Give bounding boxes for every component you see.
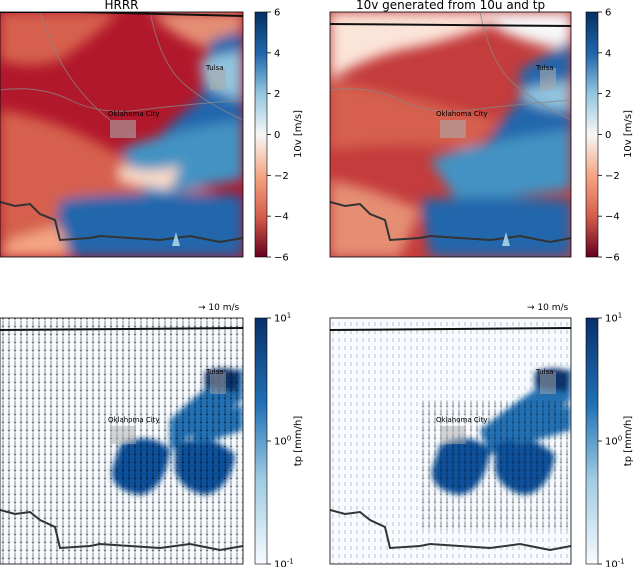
colorbar-tick-label: −4: [605, 212, 620, 223]
label-oklahoma-city: Oklahoma City: [436, 416, 488, 424]
colorbar-10v: 6 4 2 0 −2 −4 −6 10v [m/s]: [254, 8, 304, 264]
colorbar-tick-label: 6: [274, 8, 280, 19]
colorbar-tick-label: 2: [605, 89, 611, 100]
colorbar-tick-label: 100: [605, 435, 622, 448]
panel-generated-tp-wind: Oklahoma City Tulsa → 10 m/s 101 100 10-1 …: [329, 303, 634, 567]
quiver-key: → 10 m/s: [527, 303, 569, 313]
colorbar-tick-label: −2: [274, 171, 289, 182]
colorbar-label: tp [mm/h]: [293, 416, 304, 467]
colorbar-tick-label: 4: [274, 48, 280, 59]
colorbar-tick-label: −4: [274, 212, 289, 223]
heatmap-field: Oklahoma City Tulsa: [0, 12, 243, 257]
label-tulsa: Tulsa: [535, 368, 554, 376]
colorbar-tick-label: 2: [274, 89, 280, 100]
colorbar-tick-label: 101: [274, 312, 291, 325]
colorbar-tp: 101 100 10-1 tp [mm/h]: [585, 312, 634, 567]
colorbar-tick-label: 10-1: [274, 558, 294, 567]
colorbar-tick-label: 6: [605, 8, 611, 19]
colorbar-10v: 6 4 2 0 −2 −4 −6 10v [m/s]: [585, 8, 634, 264]
label-tulsa: Tulsa: [535, 64, 554, 72]
colorbar-tick-label: −6: [605, 253, 620, 264]
colorbar-label: 10v [m/s]: [623, 110, 634, 158]
heatmap-field: Oklahoma City Tulsa: [330, 318, 571, 564]
panel-title: 10v generated from 10u and tp: [356, 0, 545, 12]
colorbar-tick-label: 101: [605, 312, 622, 325]
label-oklahoma-city: Oklahoma City: [436, 110, 488, 118]
colorbar-tp: 101 100 10-1 tp [mm/h]: [254, 312, 304, 567]
colorbar-tick-label: −2: [605, 171, 620, 182]
label-oklahoma-city: Oklahoma City: [108, 110, 160, 118]
colorbar-label: 10v [m/s]: [293, 110, 304, 158]
panel-hrrr-10v: Oklahoma City Tulsa HRRR 6 4 2 0 −2 −4 −6 10v …: [0, 0, 304, 264]
label-tulsa: Tulsa: [205, 368, 224, 376]
panel-generated-10v: Oklahoma City Tulsa 10v generated from 1…: [329, 0, 634, 264]
colorbar-tick-label: 0: [605, 130, 611, 141]
colorbar-label: tp [mm/h]: [623, 416, 634, 467]
label-tulsa: Tulsa: [205, 64, 224, 72]
heatmap-field: Oklahoma City Tulsa: [330, 12, 571, 257]
panel-title: HRRR: [104, 0, 138, 12]
colorbar-tick-label: 100: [274, 435, 291, 448]
quiver-key: → 10 m/s: [198, 303, 240, 313]
colorbar-tick-label: 0: [274, 130, 280, 141]
colorbar-tick-label: 10-1: [605, 558, 625, 567]
colorbar-tick-label: 4: [605, 48, 611, 59]
heatmap-field: Oklahoma City Tulsa: [0, 318, 243, 564]
label-oklahoma-city: Oklahoma City: [108, 416, 160, 424]
colorbar-tick-label: −6: [274, 253, 289, 264]
panel-hrrr-tp-wind: Oklahoma City Tulsa → 10 m/s 101 100 10-1 …: [0, 303, 304, 567]
